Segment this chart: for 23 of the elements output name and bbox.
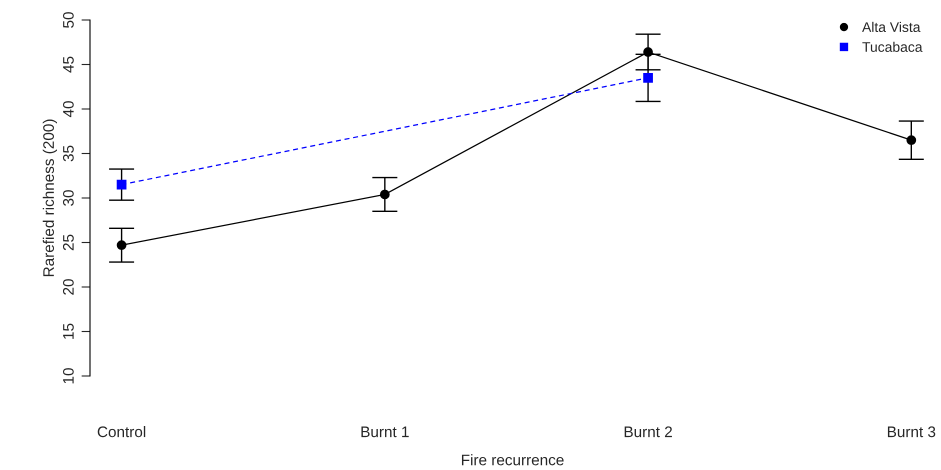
- point: [643, 47, 653, 57]
- y-tick-label: 10: [62, 368, 74, 384]
- legend-label: Tucabaca: [862, 42, 923, 52]
- y-tick-label: 50: [62, 12, 74, 28]
- point: [116, 240, 126, 250]
- y-axis-title: Rarefied richness (200): [42, 120, 57, 276]
- point: [906, 135, 916, 146]
- point: [116, 180, 126, 190]
- x-tick-label: Burnt 1: [361, 426, 409, 438]
- x-axis-title: Fire recurrence: [462, 454, 564, 466]
- x-tick-label: Burnt 3: [888, 426, 936, 438]
- y-tick-label: 20: [62, 279, 74, 295]
- point: [380, 190, 390, 200]
- legend-label: Alta Vista: [862, 22, 920, 32]
- x-tick-label: Control: [98, 426, 146, 438]
- y-tick-label: 35: [62, 146, 74, 162]
- y-tick-label: 40: [62, 101, 74, 118]
- point: [643, 72, 653, 83]
- x-tick-label: Burnt 2: [624, 426, 672, 438]
- y-tick-label: 45: [63, 56, 74, 73]
- y-tick-label: 30: [62, 190, 74, 206]
- y-tick-label: 15: [63, 324, 74, 339]
- y-tick-label: 25: [62, 234, 74, 250]
